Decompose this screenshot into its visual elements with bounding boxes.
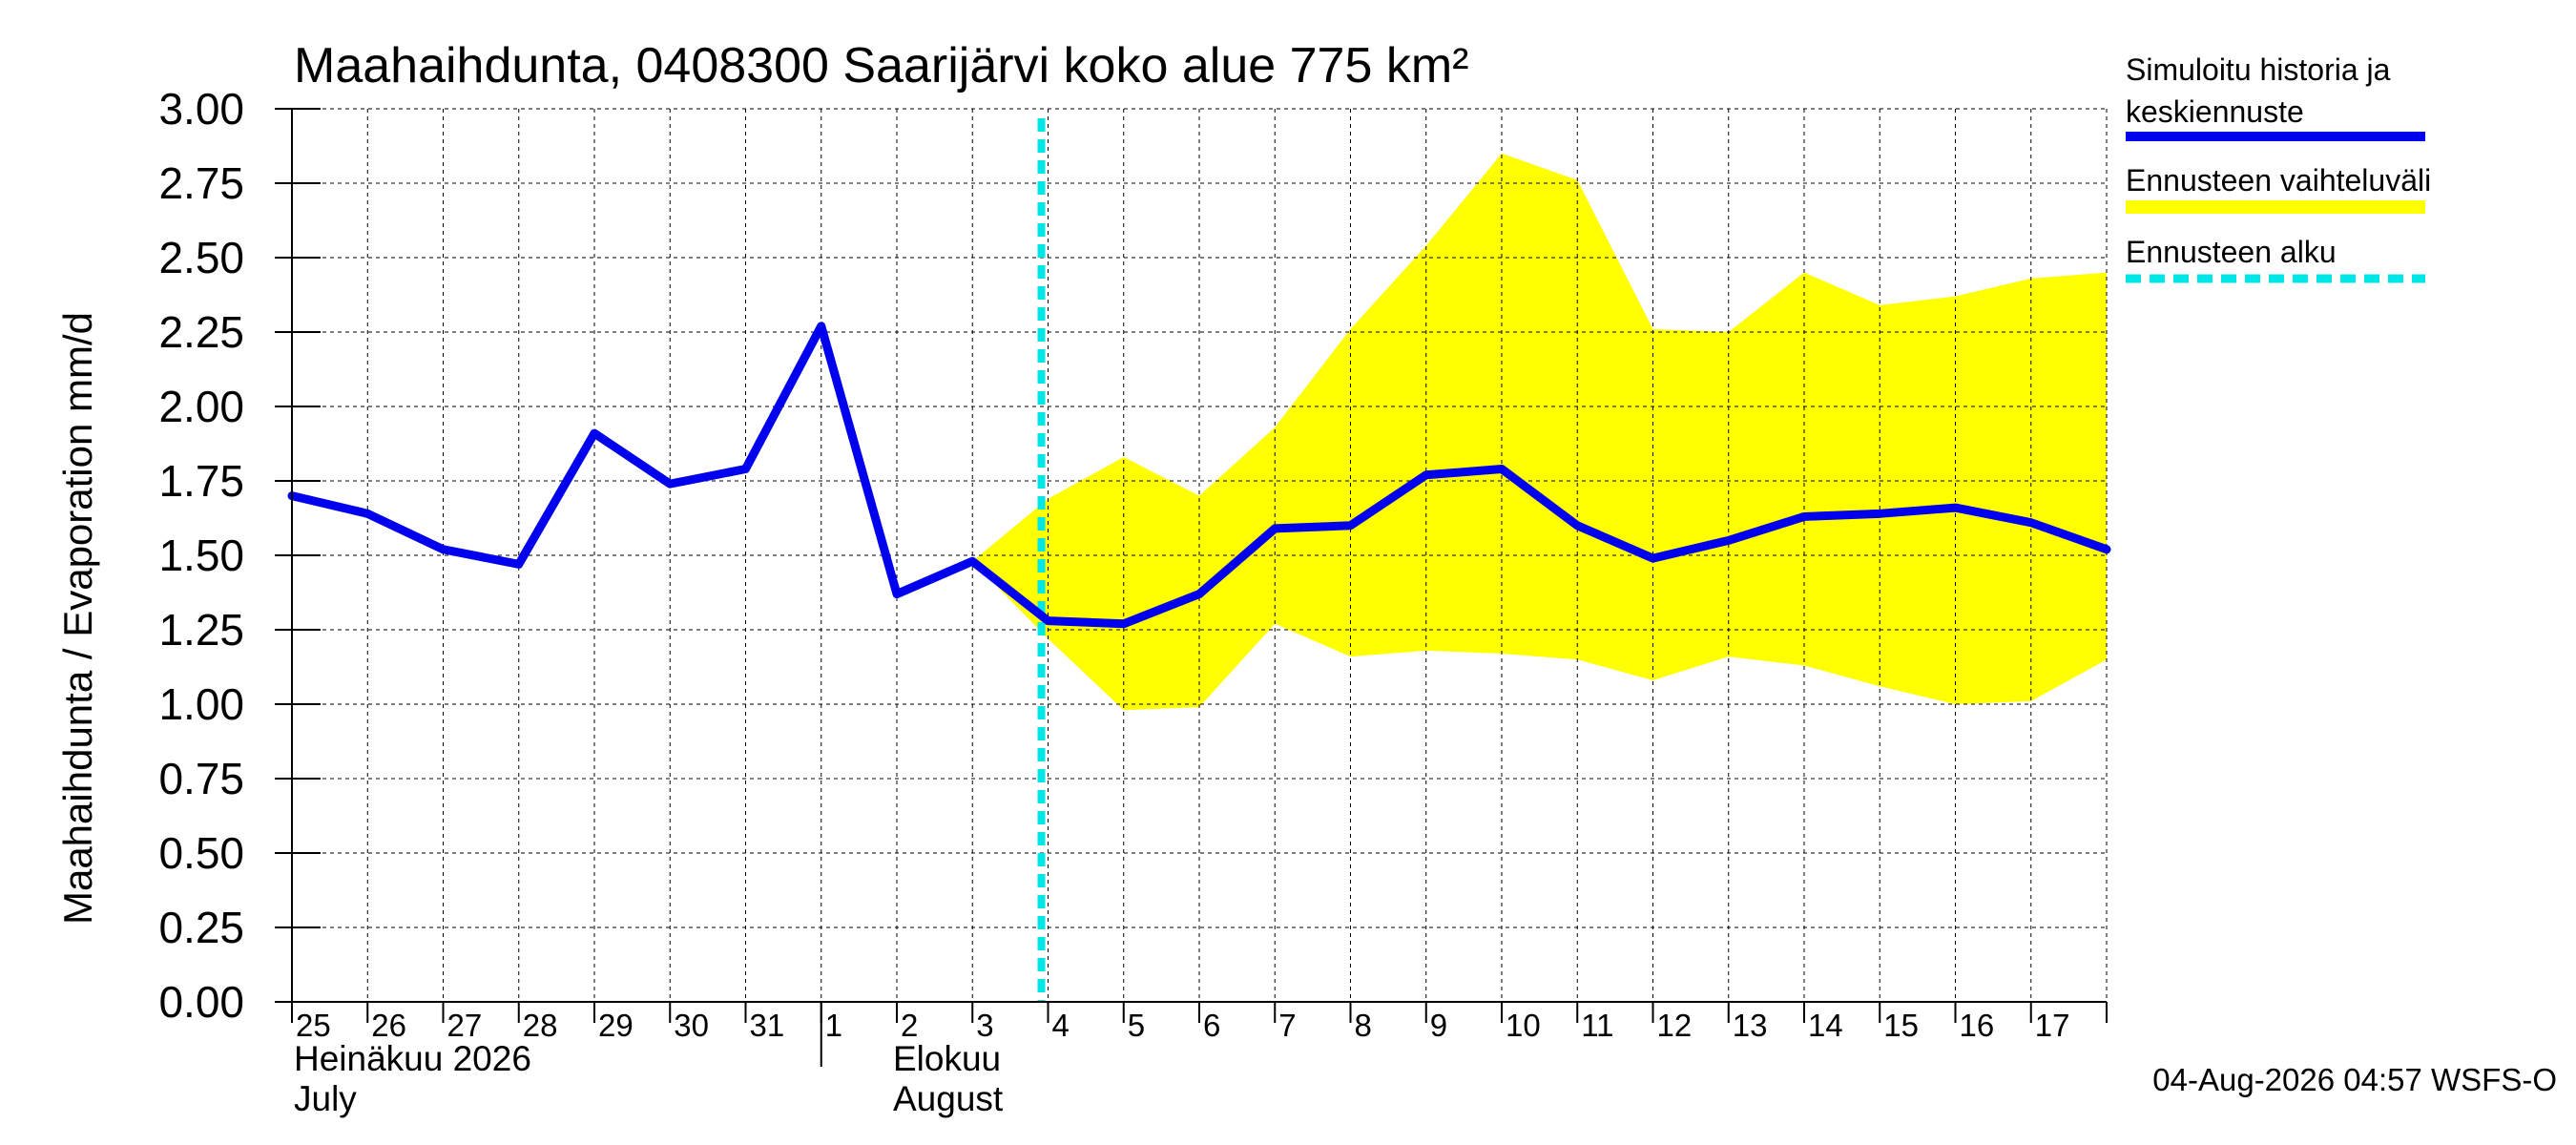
- y-tick-label: 0.50: [158, 828, 244, 878]
- x-tick-label: 31: [750, 1008, 785, 1043]
- y-axis-label: Maahaihdunta / Evaporation mm/d: [55, 312, 100, 925]
- y-tick-label: 2.00: [158, 382, 244, 431]
- x-tick-label: 5: [1128, 1008, 1145, 1043]
- x-tick-label: 11: [1581, 1008, 1613, 1043]
- x-tick-label: 4: [1052, 1008, 1070, 1043]
- x-tick-label: 30: [674, 1008, 709, 1043]
- footer-timestamp: 04-Aug-2026 04:57 WSFS-O: [2152, 1062, 2557, 1097]
- series-line: [287, 322, 2111, 629]
- x-tick-label: 28: [523, 1008, 558, 1043]
- y-tick-label: 1.25: [158, 605, 244, 655]
- x-tick-label: 8: [1355, 1008, 1372, 1043]
- y-tick-label: 1.00: [158, 679, 244, 729]
- grid: [291, 108, 2108, 1003]
- forecast-range-band: [972, 153, 2107, 711]
- x-tick-label: 6: [1203, 1008, 1220, 1043]
- x-tick-label: 10: [1506, 1008, 1541, 1043]
- y-tick-label: 1.50: [158, 531, 244, 580]
- y-tick-labels: 0.00 0.25 0.50 0.75 1.00 1.25 1.50 1.75 2.00 2.25…: [158, 84, 244, 1027]
- x-tick-label: 1: [825, 1008, 842, 1043]
- legend-series-label-line1: Simuloitu historia ja: [2126, 52, 2391, 87]
- x-tick-label: 26: [371, 1008, 406, 1043]
- x-tick-label: 27: [447, 1008, 483, 1043]
- x-tick-label: 7: [1278, 1008, 1296, 1043]
- x-tick-label: 25: [296, 1008, 331, 1043]
- y-tick-label: 0.75: [158, 754, 244, 803]
- x-tick-labels: 25 26 27 28 29 30 31 1 2 3 4 5 6 7 8 9 10 11 12 13 14 15 16 17: [296, 1008, 2069, 1043]
- y-tick-label: 0.25: [158, 903, 244, 952]
- y-tick-label: 2.25: [158, 307, 244, 357]
- y-tick-label: 2.50: [158, 233, 244, 282]
- y-tick-label: 0.00: [158, 977, 244, 1027]
- x-tick-label: 2: [901, 1008, 918, 1043]
- series-layer: [287, 322, 2111, 629]
- x-tick-label: 29: [598, 1008, 634, 1043]
- y-tick-label: 3.00: [158, 84, 244, 134]
- x-tick-label: 12: [1657, 1008, 1693, 1043]
- month-label-en: August: [893, 1079, 1004, 1118]
- y-tick-label: 2.75: [158, 158, 244, 208]
- x-tick-label: 16: [1960, 1008, 1995, 1043]
- legend-band-label: Ennusteen vaihteluväli: [2126, 163, 2431, 198]
- x-tick-label: 13: [1733, 1008, 1768, 1043]
- month-label-en: July: [294, 1079, 357, 1118]
- legend-series-label-line2: keskiennuste: [2126, 94, 2304, 129]
- band-area: [972, 153, 2107, 711]
- x-tick-label: 9: [1430, 1008, 1447, 1043]
- legend: Simuloitu historia ja keskiennuste Ennus…: [2126, 52, 2431, 283]
- legend-forecast-label: Ennusteen alku: [2126, 235, 2337, 269]
- x-tick-label: 17: [2035, 1008, 2070, 1043]
- x-tick-label: 15: [1883, 1008, 1919, 1043]
- month-label-fi: Heinäkuu 2026: [294, 1039, 531, 1078]
- chart-title: Maahaihdunta, 0408300 Saarijärvi koko al…: [294, 38, 1468, 94]
- y-tick-label: 1.75: [158, 456, 244, 506]
- month-label-fi: Elokuu: [893, 1039, 1001, 1078]
- x-tick-label: 14: [1808, 1008, 1843, 1043]
- axes: [275, 108, 2108, 1067]
- x-tick-label: 3: [976, 1008, 993, 1043]
